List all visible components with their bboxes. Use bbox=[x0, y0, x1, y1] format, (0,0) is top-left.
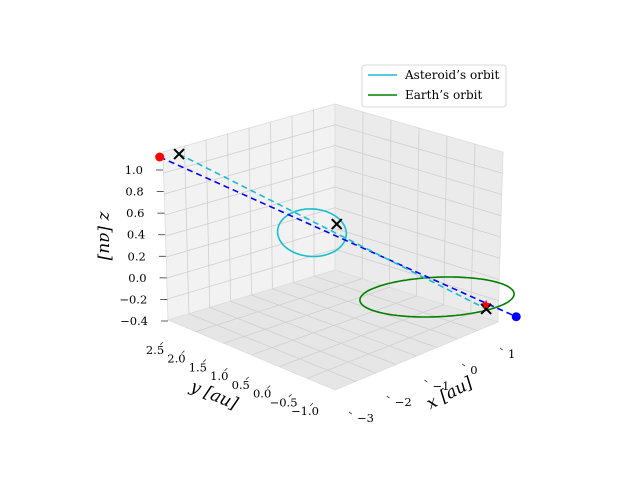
y-tick-mark bbox=[202, 359, 207, 363]
z-tick-label: 0.6 bbox=[126, 206, 144, 220]
marker-x-stroke bbox=[173, 148, 185, 160]
grid-line-left-h bbox=[165, 186, 336, 237]
grid-line-left-h bbox=[163, 124, 336, 174]
marker-star-5 bbox=[481, 299, 491, 309]
axes-panes bbox=[162, 103, 504, 391]
legend: Asteroid’s orbit Earth’s orbit bbox=[361, 64, 507, 108]
legend-label-asteroid: Asteroid’s orbit bbox=[404, 68, 499, 82]
x-tick-mark bbox=[462, 363, 466, 367]
x-tick-label: −1 bbox=[433, 379, 450, 393]
x-tick-mark bbox=[499, 347, 504, 351]
grid-line-left-h bbox=[166, 207, 336, 258]
grid-line-left-h bbox=[164, 165, 336, 216]
dashed-line-1 bbox=[178, 153, 487, 310]
y-tick-label: −0.5 bbox=[270, 395, 298, 409]
y-tick-mark bbox=[267, 385, 271, 389]
grid-line-floor-b bbox=[272, 288, 438, 348]
y-tick-mark bbox=[245, 376, 249, 380]
x-tick-label: 0 bbox=[470, 363, 477, 377]
x-tick-label: −2 bbox=[395, 395, 412, 409]
z-tick-label: 0.4 bbox=[127, 228, 145, 242]
legend-label-earth: Earth’s orbit bbox=[405, 88, 482, 102]
z-tick-label: 1.0 bbox=[125, 163, 143, 177]
x-tick-label: 1 bbox=[508, 347, 515, 361]
y-tick-label: 1.5 bbox=[189, 360, 207, 374]
x-tick-mark bbox=[424, 379, 428, 383]
y-tick-mark bbox=[288, 394, 292, 398]
z-tick-label: −0.4 bbox=[120, 314, 148, 328]
grid-line-right-h bbox=[334, 248, 499, 302]
y-tick-label: −1.0 bbox=[291, 404, 319, 418]
dashed-line-0 bbox=[159, 156, 517, 318]
z-axis-label: z [au] bbox=[95, 211, 115, 261]
grid-line-floor-b bbox=[313, 275, 478, 331]
gridlines bbox=[163, 109, 503, 382]
y-tick-mark bbox=[309, 402, 314, 407]
grid-line-floor-b bbox=[209, 307, 376, 374]
z-tick-label: 0.8 bbox=[125, 185, 143, 199]
grid-line-floor-b bbox=[251, 294, 417, 357]
y-tick-label: 1.0 bbox=[210, 369, 228, 383]
y-axis-ticks: −1.0−0.50.00.5 1.01.5 2.02.5 bbox=[146, 341, 319, 418]
grid-line-right-h bbox=[334, 186, 501, 238]
grid-line-floor-b bbox=[188, 313, 356, 382]
plot-data bbox=[155, 148, 521, 322]
x-axis-label: x [au] bbox=[423, 373, 476, 414]
grid-line-right-h bbox=[334, 228, 500, 280]
marker-dot-1 bbox=[511, 312, 521, 322]
marker-dot-0 bbox=[155, 152, 165, 162]
y-tick-mark bbox=[159, 341, 164, 346]
y-tick-mark bbox=[224, 367, 228, 372]
y-tick-label: 0.0 bbox=[253, 387, 271, 401]
y-tick-label: 2.5 bbox=[146, 343, 164, 357]
grid-line-right-h bbox=[334, 207, 500, 259]
z-tick-label: 0.2 bbox=[128, 249, 146, 263]
marker-x-2 bbox=[173, 148, 185, 160]
grid-line-right-h bbox=[334, 124, 503, 174]
z-tick-label: 0.0 bbox=[128, 271, 146, 285]
marker-x-4 bbox=[480, 303, 492, 315]
orbit-line-1 bbox=[359, 276, 515, 318]
x-tick-mark bbox=[386, 395, 390, 399]
y-tick-mark bbox=[181, 350, 185, 354]
marker-x-stroke bbox=[331, 218, 343, 230]
legend-box bbox=[361, 64, 507, 108]
marker-x-3 bbox=[331, 218, 343, 230]
grid-line-left-h bbox=[164, 145, 336, 195]
x-tick-mark bbox=[348, 411, 353, 415]
grid-line-left-h bbox=[167, 248, 336, 300]
y-tick-label: 2.0 bbox=[167, 352, 185, 366]
z-tick-label: −0.2 bbox=[119, 292, 147, 306]
grid-line-right-h bbox=[334, 165, 502, 217]
grid-line-left-h bbox=[166, 228, 336, 279]
y-tick-label: 0.5 bbox=[232, 378, 250, 392]
grid-line-right-h bbox=[334, 145, 502, 195]
x-tick-label: −3 bbox=[357, 411, 374, 425]
grid-line-floor-b bbox=[230, 300, 397, 365]
x-axis-ticks: −3 −2 −1 0 1 bbox=[348, 347, 515, 425]
marker-x-stroke bbox=[480, 303, 492, 315]
z-axis-ticks: −0.4 −0.2 0.0 0.2 0.4 0.6 0.8 1.0 bbox=[119, 163, 168, 328]
